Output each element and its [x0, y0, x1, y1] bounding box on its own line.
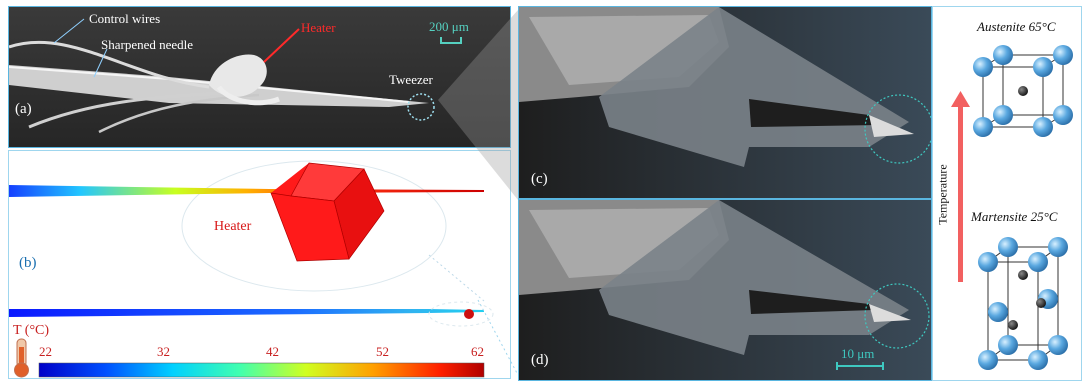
tick-62: 62	[471, 344, 484, 359]
temperature-axis-label: Temperature	[935, 164, 950, 225]
panel-a-sem-image: Control wires Sharpened needle Heater Tw…	[8, 6, 511, 148]
control-wires-label: Control wires	[89, 11, 161, 26]
tweezer-closed-illustration	[519, 200, 931, 380]
panel-b-label: (b)	[19, 255, 37, 271]
tick-42: 42	[266, 344, 279, 359]
crystal-structure-panel: Austenite 65°C Martensite 25°C Temperatu…	[932, 6, 1082, 381]
austenite-label: Austenite 65°C	[977, 19, 1056, 34]
martensite-label: Martensite 25°C	[971, 209, 1058, 224]
panel-b-simulation: Heater (b) T (°C) 22 32 42 52 62	[8, 150, 511, 379]
tick-52: 52	[376, 344, 389, 359]
thermal-simulation-illustration	[9, 160, 494, 378]
tick-32: 32	[157, 344, 170, 359]
sharpened-needle-label: Sharpened needle	[101, 37, 194, 52]
panel-c-label: (c)	[531, 171, 548, 187]
panel-a-label: (a)	[15, 101, 32, 117]
scale-label-a: 200 μm	[429, 19, 469, 34]
panel-d-label: (d)	[531, 352, 549, 368]
scale-label-d: 10 μm	[841, 346, 875, 361]
heater-label-a: Heater	[301, 20, 336, 35]
heater-label-b: Heater	[214, 219, 252, 234]
legend-title: T (°C)	[13, 323, 50, 338]
tweezer-label: Tweezer	[389, 72, 433, 87]
crystal-structure-illustration	[951, 45, 1073, 370]
panel-d-sem-image: 10 μm (d)	[518, 199, 932, 381]
tweezer-open-illustration	[519, 7, 931, 198]
tweezer-device-illustration	[9, 7, 510, 147]
panel-c-sem-image: (c)	[518, 6, 932, 199]
tick-22: 22	[39, 344, 52, 359]
